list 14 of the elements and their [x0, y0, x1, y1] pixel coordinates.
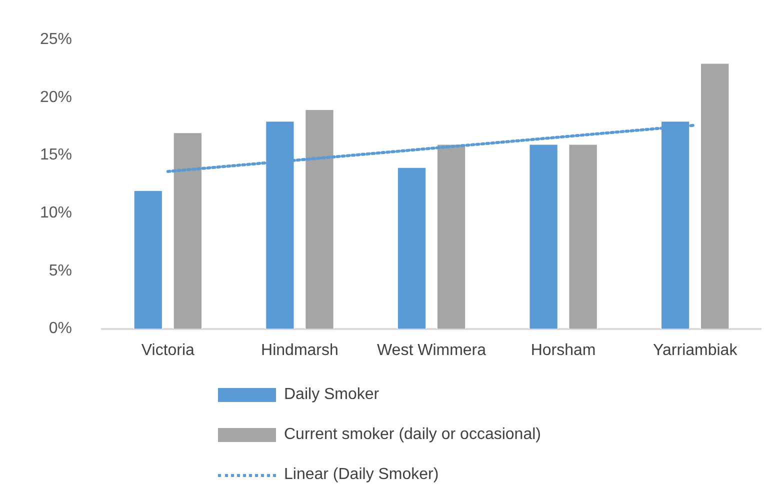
y-tick-label: 10% [40, 204, 72, 222]
legend-label: Current smoker (daily or occasional) [284, 426, 541, 444]
x-tick-label: Yarriambiak [653, 342, 738, 359]
x-tick-label: West Wimmera [376, 342, 486, 359]
x-tick-label: Victoria [141, 342, 195, 359]
y-tick-label: 20% [40, 88, 72, 106]
y-tick-label: 15% [40, 146, 72, 164]
legend-label: Daily Smoker [284, 386, 380, 404]
y-tick-label: 5% [48, 262, 72, 280]
y-tick-label: 25% [40, 31, 72, 48]
x-tick-label: Horsham [530, 342, 596, 359]
y-tick-label: 0% [48, 320, 72, 338]
legend-label: Linear (Daily Smoker) [284, 466, 439, 484]
x-tick-label: Hindmarsh [261, 342, 338, 359]
